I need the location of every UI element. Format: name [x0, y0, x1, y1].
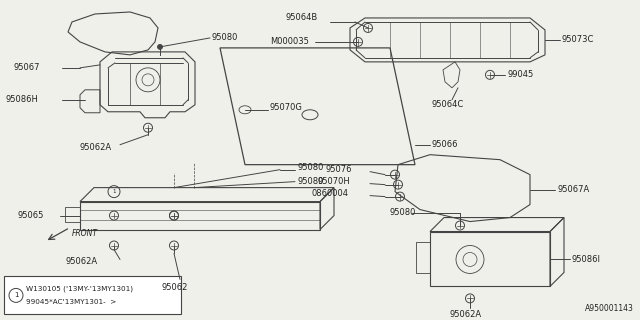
- Text: A950001143: A950001143: [585, 304, 634, 313]
- Text: 95062A: 95062A: [80, 143, 112, 152]
- Text: 95070G: 95070G: [270, 103, 303, 112]
- Text: 95064B: 95064B: [286, 13, 318, 22]
- Text: 95080: 95080: [390, 208, 417, 217]
- Text: 99045: 99045: [507, 70, 533, 79]
- FancyBboxPatch shape: [4, 276, 181, 314]
- Text: 95067A: 95067A: [557, 185, 589, 194]
- Text: 95062: 95062: [162, 283, 188, 292]
- Text: 95086H: 95086H: [5, 95, 38, 104]
- Text: 95080: 95080: [297, 163, 323, 172]
- Text: 95070H: 95070H: [318, 177, 351, 186]
- Text: 95073C: 95073C: [562, 36, 595, 44]
- Text: 1: 1: [112, 189, 116, 194]
- Text: 95076: 95076: [325, 165, 351, 174]
- Text: 95066: 95066: [432, 140, 458, 149]
- Text: 99045*AC'13MY1301-  >: 99045*AC'13MY1301- >: [26, 300, 116, 305]
- Text: W130105 ('13MY-'13MY1301): W130105 ('13MY-'13MY1301): [26, 285, 133, 292]
- Circle shape: [157, 44, 163, 49]
- Text: 95086I: 95086I: [572, 255, 601, 264]
- Text: 95080: 95080: [297, 177, 323, 186]
- Text: FRONT: FRONT: [72, 229, 98, 238]
- Text: 95064C: 95064C: [432, 100, 464, 109]
- Text: M000035: M000035: [270, 37, 309, 46]
- Text: 0860004: 0860004: [312, 189, 349, 198]
- Text: 95065: 95065: [18, 211, 44, 220]
- Text: 1: 1: [13, 292, 19, 298]
- Text: 95080: 95080: [212, 33, 238, 43]
- Text: 95062A: 95062A: [65, 257, 97, 266]
- Text: 95062A: 95062A: [450, 310, 482, 319]
- Text: 95067: 95067: [14, 63, 40, 72]
